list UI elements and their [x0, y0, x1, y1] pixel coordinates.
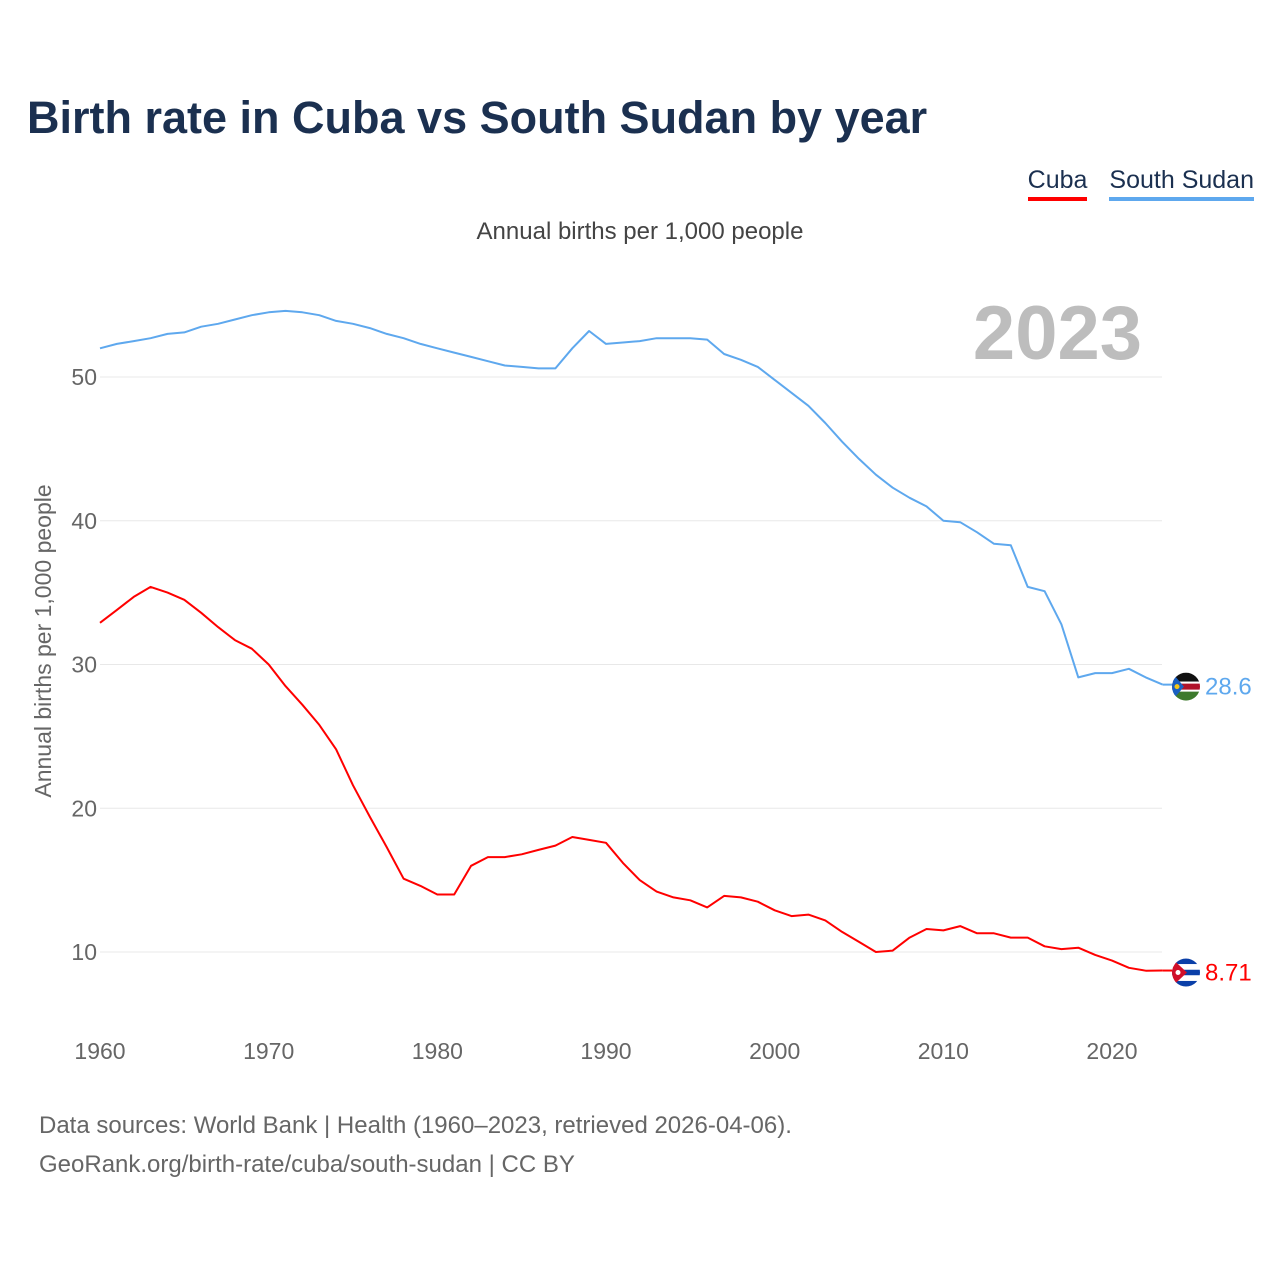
legend-cuba[interactable]: Cuba — [1027, 166, 1088, 201]
chart-subtitle: Annual births per 1,000 people — [476, 218, 804, 245]
y-tick-label: 10 — [71, 939, 97, 965]
footer-url[interactable]: GeoRank.org/birth-rate/cuba/south-sudan … — [39, 1151, 575, 1178]
flag-stripe — [1172, 672, 1200, 682]
flag-stripe — [1172, 980, 1200, 987]
chart-title: Birth rate in Cuba vs South Sudan by yea… — [27, 92, 928, 143]
footer-sources: Data sources: World Bank | Health (1960–… — [39, 1112, 792, 1139]
flag-star — [1174, 684, 1180, 690]
flag-stripe — [1172, 975, 1200, 981]
legend-south-sudan[interactable]: South Sudan — [1109, 166, 1254, 201]
x-tick-label: 1980 — [412, 1038, 463, 1064]
x-tick-label: 2020 — [1086, 1038, 1137, 1064]
flag-star — [1175, 970, 1181, 976]
end-value-label: 8.71 — [1205, 960, 1252, 987]
flag-body — [1172, 958, 1200, 987]
x-tick-label: 1970 — [243, 1038, 294, 1064]
footer: Data sources: World Bank | Health (1960–… — [39, 1106, 792, 1184]
legend: Cuba South Sudan — [1027, 166, 1254, 201]
south-sudan-flag-icon — [1172, 672, 1200, 701]
flag-stripe — [1172, 964, 1200, 970]
flag-stripe — [1172, 683, 1200, 690]
flag-stripe — [1172, 691, 1200, 701]
x-tick-label: 2010 — [918, 1038, 969, 1064]
y-tick-label: 30 — [71, 652, 97, 678]
x-tick-label: 1990 — [580, 1038, 631, 1064]
y-tick-label: 50 — [71, 364, 97, 390]
current-year-label: 2023 — [972, 291, 1142, 376]
cuba-flag-icon — [1172, 958, 1200, 987]
flag-body — [1172, 672, 1200, 701]
x-tick-label: 2000 — [749, 1038, 800, 1064]
y-tick-label: 20 — [71, 795, 97, 821]
y-tick-label: 40 — [71, 508, 97, 534]
x-tick-label: 1960 — [74, 1038, 125, 1064]
y-axis-label: Annual births per 1,000 people — [30, 484, 56, 797]
flag-stripe — [1172, 958, 1200, 965]
end-value-label: 28.6 — [1205, 674, 1252, 701]
series-line-cuba — [99, 585, 1163, 972]
series-line-south-sudan — [99, 309, 1163, 686]
